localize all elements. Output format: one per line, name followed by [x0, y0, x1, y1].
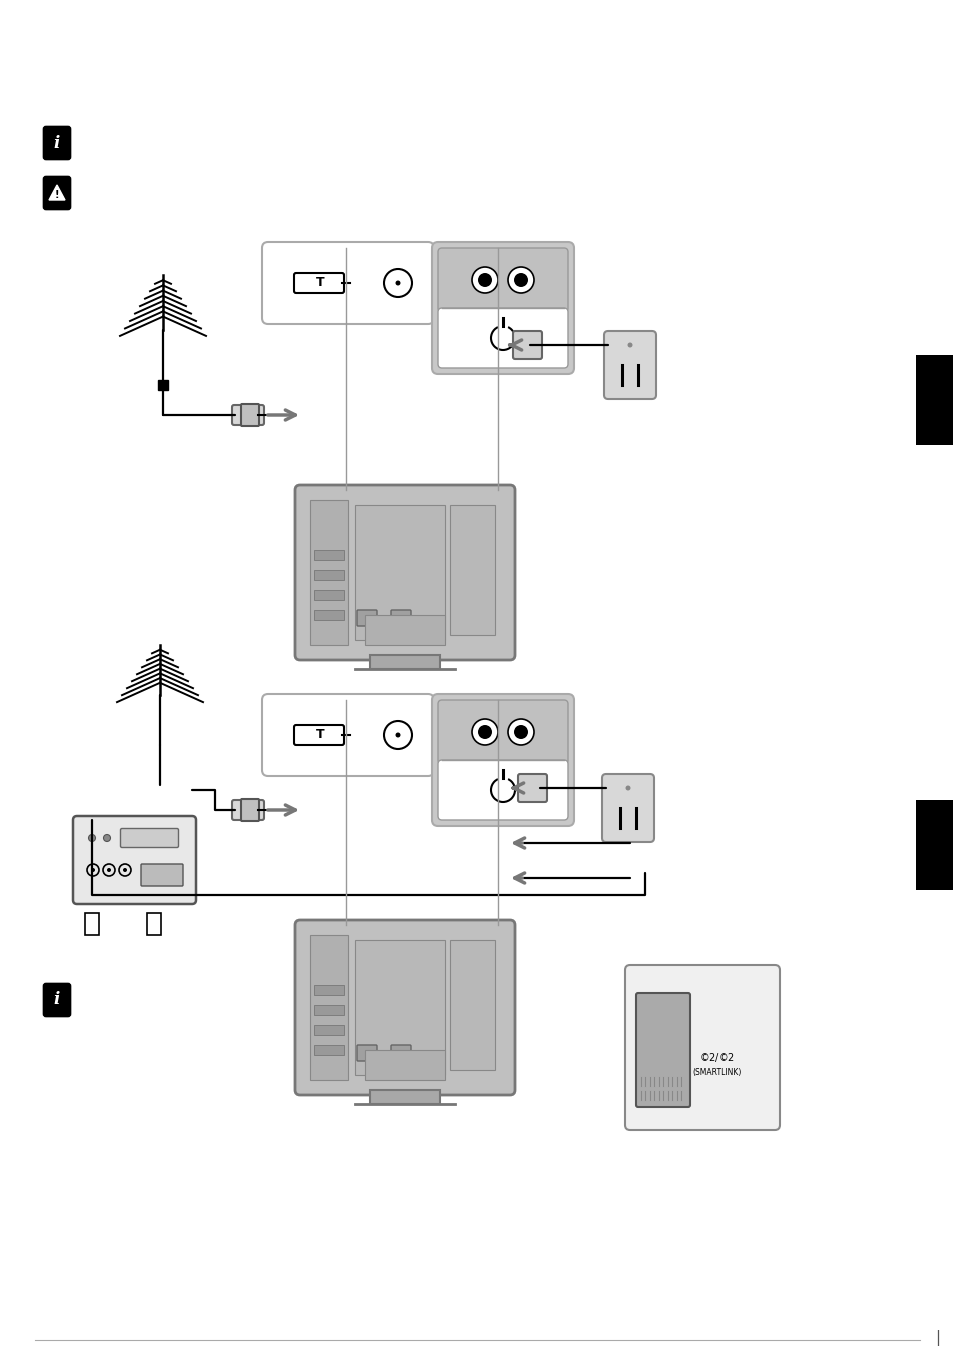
Circle shape: [91, 868, 95, 872]
FancyBboxPatch shape: [44, 983, 71, 1017]
Circle shape: [507, 267, 534, 293]
FancyBboxPatch shape: [44, 126, 71, 160]
Bar: [915, 355, 953, 445]
FancyBboxPatch shape: [391, 610, 411, 626]
Bar: [147, 913, 161, 936]
Bar: [365, 616, 444, 645]
Circle shape: [472, 719, 497, 744]
FancyBboxPatch shape: [294, 725, 344, 744]
Bar: [450, 940, 495, 1070]
FancyBboxPatch shape: [437, 759, 567, 820]
Circle shape: [395, 281, 400, 286]
Polygon shape: [49, 184, 65, 199]
Bar: [158, 380, 168, 391]
Circle shape: [103, 834, 111, 842]
Bar: [314, 1005, 344, 1016]
Bar: [365, 1050, 444, 1079]
Bar: [370, 655, 439, 669]
FancyBboxPatch shape: [517, 774, 546, 801]
Circle shape: [89, 834, 95, 842]
FancyBboxPatch shape: [513, 331, 541, 359]
Circle shape: [514, 273, 527, 287]
Circle shape: [477, 725, 492, 739]
FancyBboxPatch shape: [603, 331, 656, 399]
FancyBboxPatch shape: [141, 864, 183, 885]
Bar: [915, 800, 953, 890]
FancyBboxPatch shape: [294, 919, 515, 1096]
FancyBboxPatch shape: [294, 273, 344, 293]
Bar: [314, 590, 344, 599]
FancyBboxPatch shape: [437, 700, 567, 763]
Bar: [450, 504, 495, 635]
Text: |: |: [935, 1330, 940, 1347]
Bar: [355, 504, 444, 640]
Bar: [314, 1045, 344, 1055]
Bar: [85, 913, 99, 936]
FancyBboxPatch shape: [294, 485, 515, 660]
FancyBboxPatch shape: [437, 308, 567, 367]
FancyBboxPatch shape: [601, 774, 654, 842]
FancyBboxPatch shape: [432, 241, 574, 374]
FancyBboxPatch shape: [241, 404, 258, 426]
Circle shape: [514, 725, 527, 739]
Text: (SMARTLINK): (SMARTLINK): [692, 1069, 741, 1077]
Circle shape: [507, 719, 534, 744]
Text: i: i: [53, 134, 60, 152]
Circle shape: [625, 785, 630, 791]
Bar: [370, 1090, 439, 1104]
FancyBboxPatch shape: [624, 965, 780, 1130]
Bar: [310, 936, 348, 1079]
Circle shape: [477, 273, 492, 287]
Bar: [314, 1025, 344, 1035]
FancyBboxPatch shape: [356, 1045, 376, 1060]
FancyBboxPatch shape: [356, 610, 376, 626]
FancyBboxPatch shape: [432, 694, 574, 826]
FancyBboxPatch shape: [232, 800, 264, 820]
FancyBboxPatch shape: [73, 816, 195, 904]
FancyBboxPatch shape: [636, 993, 689, 1106]
Text: T: T: [315, 728, 324, 742]
Text: !: !: [54, 190, 59, 199]
FancyBboxPatch shape: [120, 829, 178, 848]
Circle shape: [107, 868, 111, 872]
Bar: [310, 500, 348, 645]
Bar: [314, 984, 344, 995]
FancyBboxPatch shape: [391, 1045, 411, 1060]
FancyBboxPatch shape: [241, 799, 258, 820]
Circle shape: [627, 343, 632, 347]
FancyBboxPatch shape: [232, 405, 264, 424]
FancyBboxPatch shape: [437, 248, 567, 312]
FancyBboxPatch shape: [262, 694, 434, 776]
Circle shape: [123, 868, 127, 872]
Circle shape: [472, 267, 497, 293]
FancyBboxPatch shape: [262, 241, 434, 324]
Text: $\copyright$2/$\copyright$2: $\copyright$2/$\copyright$2: [699, 1051, 735, 1064]
Bar: [314, 570, 344, 580]
Bar: [314, 551, 344, 560]
Circle shape: [395, 732, 400, 738]
Text: i: i: [53, 991, 60, 1009]
Bar: [355, 940, 444, 1075]
Text: T: T: [315, 277, 324, 289]
FancyBboxPatch shape: [44, 176, 71, 209]
Bar: [314, 610, 344, 620]
